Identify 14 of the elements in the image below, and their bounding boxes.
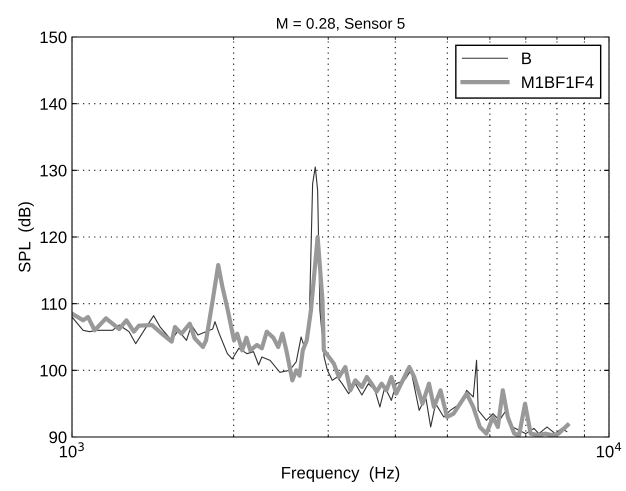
legend-label: M1BF1F4 (522, 76, 594, 88)
x-tick-label: 10$^{3}$ (60, 442, 84, 458)
y-tick-label: 110 (42, 298, 66, 310)
chart-title: M = 0.28, Sensor 5 (277, 18, 405, 31)
y-axis-title: SPL (dB) (18, 202, 34, 272)
x-axis-title: Frequency (Hz) (282, 466, 400, 482)
y-tick-label: 120 (40, 231, 66, 244)
y-tick-label: 90 (49, 431, 66, 444)
y-tick-label: 130 (40, 164, 66, 177)
x-tick-label: 10$^{4}$ (596, 442, 622, 458)
y-tick-label: 140 (40, 98, 66, 110)
y-tick-label: 150 (40, 31, 66, 44)
y-tick-label: 100 (40, 364, 66, 377)
legend-label: B (522, 52, 532, 64)
